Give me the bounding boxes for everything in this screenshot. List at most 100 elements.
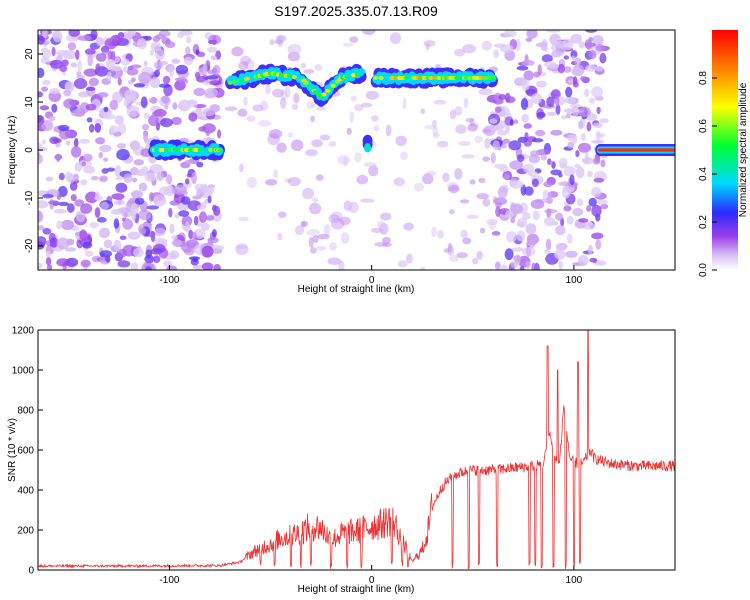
noise-blob	[38, 210, 44, 223]
noise-blob	[84, 48, 96, 55]
noise-blob	[80, 203, 93, 214]
noise-blob	[454, 168, 463, 180]
noise-blob	[575, 65, 580, 76]
noise-blob	[540, 154, 547, 161]
snr-x-tick-label: 0	[369, 575, 375, 586]
noise-blob	[148, 97, 159, 104]
noise-blob	[140, 96, 148, 109]
noise-blob	[85, 191, 99, 204]
noise-blob	[523, 70, 534, 81]
noise-blob	[77, 60, 82, 72]
noise-blob	[350, 95, 357, 102]
noise-blob	[570, 33, 582, 44]
noise-blob	[207, 46, 218, 53]
noise-blob	[458, 140, 471, 147]
snr-y-tick-label: 400	[17, 486, 34, 497]
noise-blob	[107, 50, 113, 61]
ridge-core	[483, 76, 489, 80]
noise-blob	[217, 129, 222, 139]
noise-blob	[493, 49, 499, 59]
noise-blob	[503, 173, 510, 180]
noise-blob	[56, 220, 63, 230]
colorbar-tick-label: 0.0	[698, 263, 709, 277]
ridge-core	[188, 148, 194, 152]
noise-blob	[61, 219, 74, 230]
ridge-core	[428, 76, 434, 80]
noise-blob	[312, 197, 319, 203]
noise-blob	[593, 177, 605, 183]
noise-blob	[524, 186, 534, 196]
noise-blob	[511, 247, 524, 252]
noise-blob	[45, 250, 51, 258]
noise-blob	[158, 83, 171, 88]
ridge-core	[217, 148, 223, 152]
ridge-core	[378, 76, 384, 80]
snr-panel: -100 0 100 0 200 400 600 800 1000 1200 Height of…	[7, 326, 676, 595]
noise-blob	[526, 30, 538, 39]
snr-x-label: Height of straight line (km)	[298, 584, 415, 595]
spectrogram-y-tick-label: -20	[24, 238, 35, 253]
noise-blob	[88, 77, 99, 87]
noise-blob	[99, 144, 112, 153]
noise-blob	[87, 54, 93, 67]
noise-blob	[208, 185, 215, 195]
spectrogram-y-tick-label: 0	[24, 147, 35, 153]
noise-blob	[269, 39, 275, 46]
noise-blob	[413, 182, 425, 192]
noise-blob	[520, 98, 529, 110]
noise-blob	[456, 252, 468, 259]
noise-blob	[505, 96, 516, 103]
noise-blob	[317, 233, 330, 240]
noise-blob	[76, 71, 82, 77]
noise-blob	[517, 136, 528, 143]
noise-blob	[38, 225, 45, 231]
noise-blob	[45, 176, 54, 182]
noise-blob	[115, 175, 124, 181]
noise-blob	[476, 251, 483, 260]
noise-blob	[554, 95, 560, 106]
noise-blob	[81, 161, 87, 167]
noise-blob	[149, 49, 154, 56]
noise-blob	[360, 102, 373, 108]
noise-blob	[508, 140, 522, 151]
noise-blob	[109, 99, 119, 111]
noise-blob	[556, 43, 566, 56]
noise-blob	[382, 242, 392, 248]
noise-blob	[71, 109, 85, 117]
noise-blob	[448, 184, 460, 194]
noise-blob	[431, 226, 437, 238]
noise-blob	[454, 48, 465, 57]
noise-blob	[103, 157, 109, 162]
ridge-core	[208, 148, 214, 152]
noise-blob	[509, 160, 524, 170]
noise-blob	[575, 150, 580, 158]
noise-blob	[56, 258, 70, 267]
noise-blob	[42, 80, 51, 85]
noise-blob	[316, 174, 324, 181]
noise-blob	[79, 229, 88, 241]
noise-blob	[561, 115, 568, 120]
noise-blob	[138, 182, 148, 192]
noise-blob	[103, 106, 109, 113]
noise-blob	[311, 139, 323, 148]
snr-x-tick-label: -100	[159, 575, 179, 586]
noise-blob	[51, 46, 56, 57]
noise-blob	[177, 79, 189, 84]
snr-series	[38, 330, 675, 569]
noise-blob	[393, 177, 405, 187]
noise-blob	[362, 30, 376, 36]
noise-blob	[541, 54, 553, 63]
noise-blob	[426, 170, 437, 176]
noise-blob	[207, 195, 212, 204]
noise-blob	[338, 260, 345, 270]
ridge-core	[344, 74, 350, 79]
noise-blob	[547, 111, 557, 116]
noise-blob	[291, 139, 304, 152]
noise-blob	[454, 105, 463, 116]
noise-blob	[449, 209, 455, 215]
noise-blob	[38, 200, 49, 209]
noise-blob	[327, 257, 342, 265]
noise-blob	[469, 179, 476, 185]
spectrogram-noise	[38, 30, 610, 270]
spectrogram-x-tick-label: -100	[159, 275, 179, 286]
